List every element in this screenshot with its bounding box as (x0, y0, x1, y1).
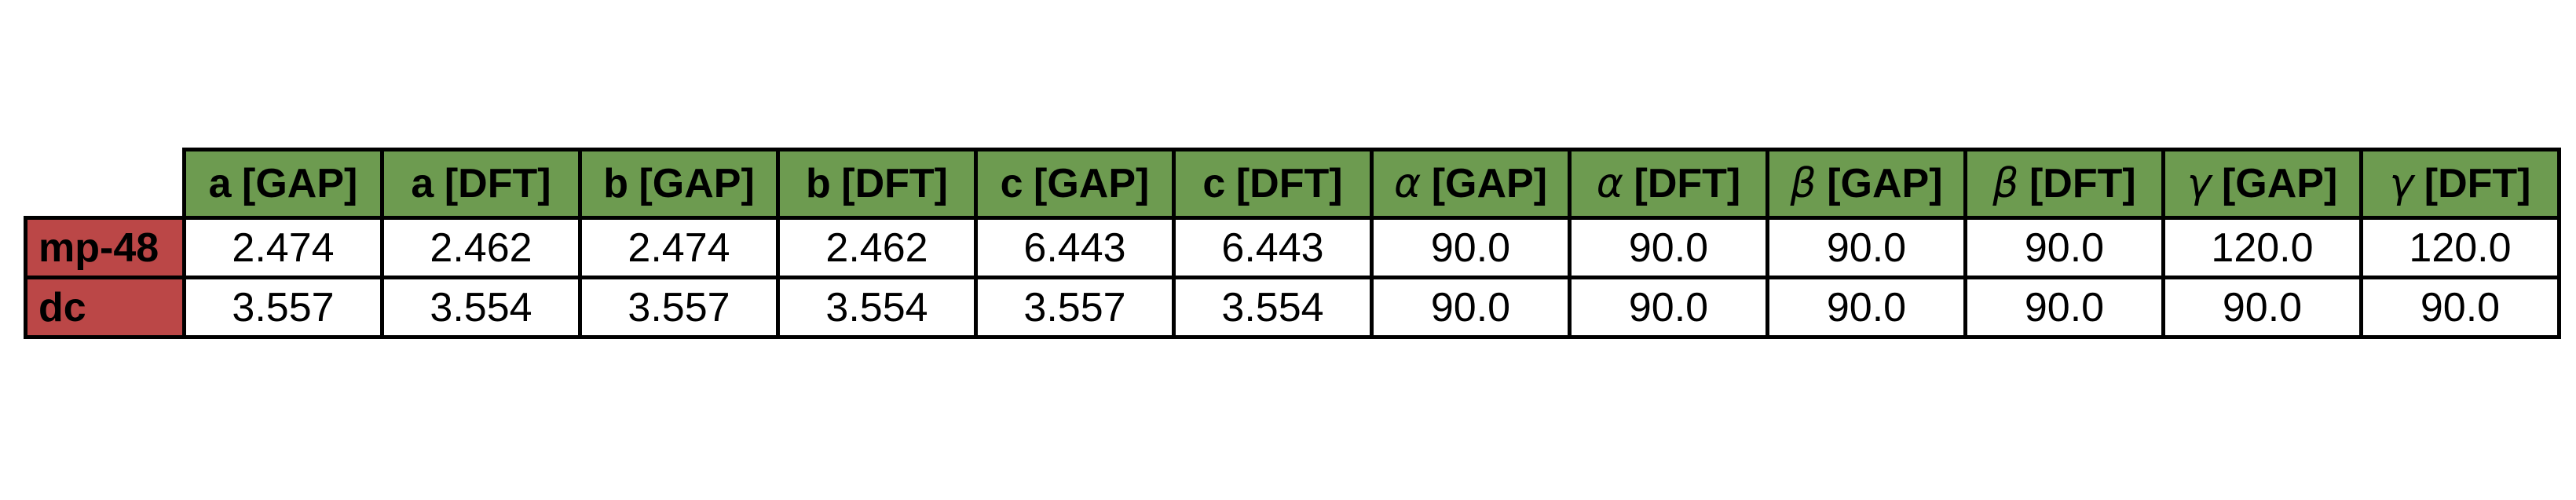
value-cell: 2.474 (182, 216, 384, 279)
column-symbol: a (411, 161, 434, 206)
column-header-beta-dft: β [DFT] (1963, 148, 2165, 220)
column-header-a-dft: a [DFT] (380, 148, 582, 220)
column-method: [DFT] (2424, 161, 2531, 206)
value-cell: 90.0 (1963, 276, 2165, 339)
value-cell: 90.0 (1766, 216, 1967, 279)
column-method: [DFT] (2029, 161, 2136, 206)
value-cell: 3.557 (182, 276, 384, 339)
value-cell: 3.557 (578, 276, 780, 339)
value-cell: 90.0 (1568, 276, 1769, 339)
row-label-dc: dc (24, 276, 186, 339)
column-symbol: γ (2186, 160, 2212, 207)
column-method: [GAP] (1034, 161, 1150, 206)
value-cell: 90.0 (1766, 276, 1967, 339)
column-method: [DFT] (841, 161, 948, 206)
header-row: a [GAP] a [DFT] b [GAP] b [DFT] c [GAP] c [DFT… (25, 148, 2561, 220)
value-cell: 3.554 (776, 276, 978, 339)
column-header-b-dft: b [DFT] (776, 148, 978, 220)
column-symbol: α (1596, 160, 1624, 207)
column-symbol: α (1393, 160, 1422, 207)
value-cell: 90.0 (2359, 276, 2561, 339)
column-symbol: b (603, 161, 628, 206)
column-symbol: c (1000, 161, 1023, 206)
value-cell: 6.443 (974, 216, 1176, 279)
column-header-beta-gap: β [GAP] (1766, 148, 1967, 220)
value-cell: 90.0 (2161, 276, 2363, 339)
table-row-mp-48: mp-48 2.474 2.462 2.474 2.462 6.443 6.44… (24, 216, 2561, 279)
column-symbol: b (806, 161, 831, 206)
value-cell: 90.0 (1963, 216, 2165, 279)
value-cell: 3.554 (1172, 276, 1374, 339)
column-header-a-gap: a [GAP] (182, 148, 384, 220)
value-cell: 120.0 (2359, 216, 2561, 279)
column-method: [GAP] (639, 161, 755, 206)
column-symbol: γ (2389, 160, 2414, 207)
column-method: [GAP] (1827, 161, 1943, 206)
column-header-alpha-gap: α [GAP] (1370, 148, 1572, 220)
table-row-dc: dc 3.557 3.554 3.557 3.554 3.557 3.554 9… (24, 276, 2561, 339)
column-symbol: β (1790, 160, 1817, 207)
column-method: [GAP] (2221, 161, 2338, 206)
column-method: [DFT] (444, 161, 551, 206)
column-header-gamma-gap: γ [GAP] (2161, 148, 2363, 220)
column-method: [GAP] (1431, 161, 1548, 206)
value-cell: 3.557 (974, 276, 1176, 339)
corner-cell (25, 149, 185, 218)
column-symbol: a (208, 161, 232, 206)
value-cell: 2.462 (380, 216, 582, 279)
value-cell: 6.443 (1172, 216, 1374, 279)
column-symbol: c (1202, 161, 1226, 206)
lattice-parameters-table: a [GAP] a [DFT] b [GAP] b [DFT] c [GAP] c [DFT… (24, 148, 2561, 339)
row-label-mp-48: mp-48 (24, 216, 186, 279)
column-header-c-gap: c [GAP] (974, 148, 1176, 220)
value-cell: 120.0 (2161, 216, 2363, 279)
column-header-b-gap: b [GAP] (578, 148, 780, 220)
value-cell: 90.0 (1370, 216, 1572, 279)
column-method: [DFT] (1634, 161, 1741, 206)
column-header-gamma-dft: γ [DFT] (2359, 148, 2561, 220)
value-cell: 2.474 (578, 216, 780, 279)
value-cell: 90.0 (1370, 276, 1572, 339)
column-header-alpha-dft: α [DFT] (1568, 148, 1769, 220)
value-cell: 3.554 (380, 276, 582, 339)
column-method: [GAP] (242, 161, 358, 206)
value-cell: 2.462 (776, 216, 978, 279)
column-header-c-dft: c [DFT] (1172, 148, 1374, 220)
value-cell: 90.0 (1568, 216, 1769, 279)
column-symbol: β (1992, 160, 2019, 207)
column-method: [DFT] (1235, 161, 1343, 206)
